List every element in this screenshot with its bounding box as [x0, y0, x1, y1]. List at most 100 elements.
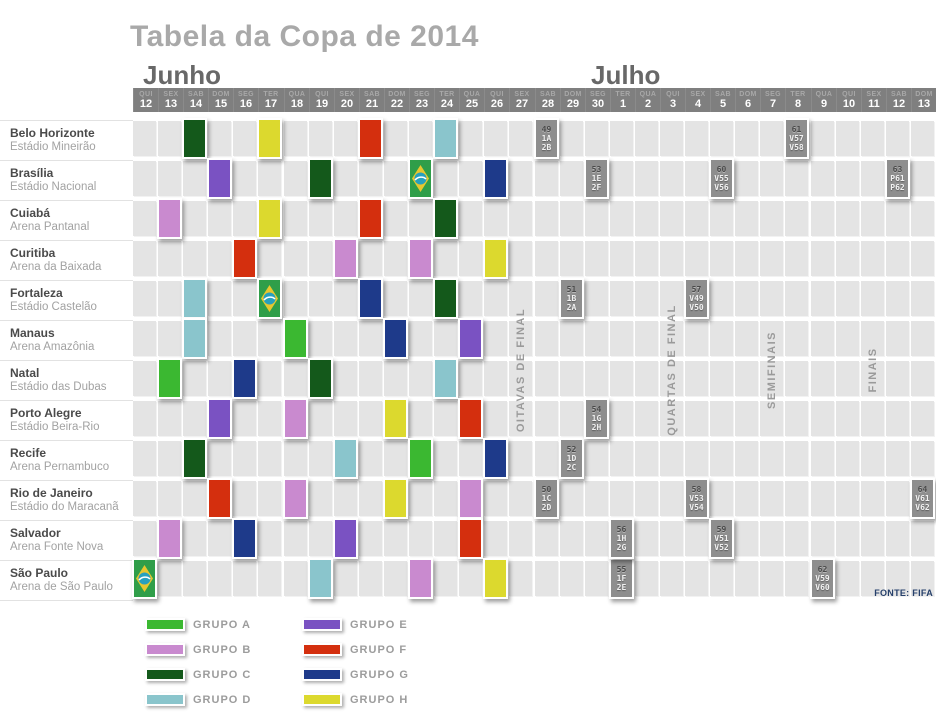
- day-cell: [233, 401, 256, 436]
- match-away: 2B: [541, 143, 552, 152]
- day-cell: [183, 241, 206, 276]
- day-cell: [710, 561, 733, 596]
- day-cell: [509, 321, 532, 356]
- day-cell: [760, 361, 783, 396]
- date-column-header: SAB 5: [710, 88, 735, 112]
- match-away: 2F: [591, 183, 602, 192]
- day-cell: [785, 241, 808, 276]
- day-cell: [585, 441, 608, 476]
- day-cell: [585, 281, 608, 316]
- day-cell: [710, 441, 733, 476]
- day-cell: [309, 401, 332, 436]
- date-label: 29: [566, 98, 580, 110]
- day-cell: [685, 561, 708, 596]
- day-cell: [560, 521, 583, 556]
- day-cell: [886, 441, 909, 476]
- day-cell: [886, 521, 909, 556]
- legend-swatch-B: [145, 643, 185, 656]
- day-cell: [861, 481, 884, 516]
- day-cell: [284, 161, 307, 196]
- day-cell: [384, 441, 407, 476]
- day-cell: [811, 121, 834, 156]
- match-away: P62: [890, 183, 905, 192]
- group-match-C: [182, 438, 207, 479]
- group-match-C: [182, 118, 207, 159]
- day-cell: [133, 161, 156, 196]
- date-column-header: SEX 13: [158, 88, 183, 112]
- match-away: 2H: [591, 423, 602, 432]
- venue-stadium: Estádio Beira-Rio: [10, 421, 100, 433]
- venue-stadium: Estádio Nacional: [10, 181, 97, 193]
- day-cell: [509, 161, 532, 196]
- day-cell: [384, 561, 407, 596]
- day-cell: [610, 361, 633, 396]
- day-cell: [208, 361, 231, 396]
- day-cell: [785, 441, 808, 476]
- day-cell: [585, 361, 608, 396]
- match-home: V55: [714, 174, 729, 183]
- date-column-header: SEX 4: [685, 88, 710, 112]
- weekday-label: SEX: [339, 91, 355, 98]
- group-match-F: [458, 518, 483, 559]
- day-cell: [760, 121, 783, 156]
- day-cell: [685, 201, 708, 236]
- day-cell: [760, 201, 783, 236]
- date-column-header: QUI 19: [309, 88, 334, 112]
- day-cell: [685, 521, 708, 556]
- venue-city: Manaus: [10, 326, 55, 340]
- match-home: 1C: [541, 494, 552, 503]
- day-cell: [484, 321, 507, 356]
- day-cell: [685, 241, 708, 276]
- venue-label: Belo Horizonte Estádio Mineirão: [0, 120, 133, 160]
- knockout-match: 59 V51 V52: [709, 518, 734, 559]
- day-cell: [685, 361, 708, 396]
- day-cell: [334, 361, 357, 396]
- source-label: FONTE:: [874, 588, 910, 598]
- group-match-H: [383, 478, 408, 519]
- date-column-header: SEG 7: [760, 88, 785, 112]
- day-cell: [359, 361, 382, 396]
- day-cell: [359, 441, 382, 476]
- weekday-label: QUI: [490, 91, 504, 98]
- day-cell: [359, 161, 382, 196]
- group-match-G: [232, 518, 257, 559]
- group-match-C: [433, 278, 458, 319]
- day-cell: [158, 161, 181, 196]
- day-cell: [811, 481, 834, 516]
- day-cell: [434, 161, 457, 196]
- day-cell: [635, 481, 658, 516]
- day-cell: [610, 321, 633, 356]
- day-cell: [735, 401, 758, 436]
- day-cell: [710, 201, 733, 236]
- day-cell: [233, 481, 256, 516]
- weekday-label: SEG: [765, 91, 781, 98]
- legend-swatch-H: [302, 693, 342, 706]
- group-match-H: [257, 118, 282, 159]
- day-cell: [459, 441, 482, 476]
- day-cell: [610, 481, 633, 516]
- day-cell: [610, 161, 633, 196]
- venue-stadium: Arena de São Paulo: [10, 581, 113, 593]
- date-column-header: SAB 14: [183, 88, 208, 112]
- date-column-header: SEG 30: [585, 88, 610, 112]
- match-away: 2D: [541, 503, 552, 512]
- day-cell: [911, 241, 934, 276]
- day-cell: [861, 521, 884, 556]
- day-cell: [861, 121, 884, 156]
- group-match-D: [308, 558, 333, 599]
- group-match-B: [157, 198, 182, 239]
- weekday-label: DOM: [212, 91, 230, 98]
- day-cell: [309, 201, 332, 236]
- legend-swatch-F: [302, 643, 342, 656]
- day-cell: [459, 161, 482, 196]
- venue-city: Cuiabá: [10, 206, 51, 220]
- date-label: 13: [164, 98, 178, 110]
- group-match-F: [358, 118, 383, 159]
- venue-label: Brasília Estádio Nacional: [0, 160, 133, 200]
- date-label: 27: [515, 98, 529, 110]
- match-home: V53: [689, 494, 704, 503]
- day-cell: [284, 281, 307, 316]
- match-home: 1H: [616, 534, 627, 543]
- day-cell: [158, 121, 181, 156]
- match-away: V58: [789, 143, 804, 152]
